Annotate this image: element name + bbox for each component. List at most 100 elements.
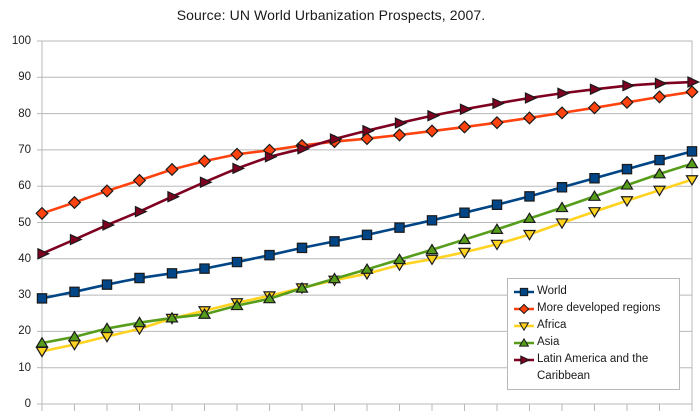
data-point-africa (35, 346, 49, 358)
data-point-world (166, 268, 178, 279)
square-marker-icon (514, 287, 534, 296)
data-point-latin-america-and-the-caribbean (394, 117, 408, 129)
data-point-asia (685, 157, 699, 169)
legend-item-africa: Africa (513, 317, 674, 334)
data-point-asia (360, 262, 374, 274)
data-point-world (686, 146, 698, 157)
data-point-world (361, 229, 373, 241)
data-point-africa (555, 218, 569, 230)
data-point-africa (522, 229, 537, 241)
data-point-latin-america-and-the-caribbean (167, 190, 181, 203)
data-point-latin-america-and-the-caribbean (232, 162, 246, 175)
data-point-world (621, 163, 633, 175)
data-point-more-developed-regions (457, 120, 472, 134)
data-point-asia (67, 330, 82, 342)
data-point-asia (35, 336, 49, 348)
data-point-latin-america-and-the-caribbean (492, 97, 506, 110)
diamond-marker-icon (514, 303, 534, 314)
data-point-more-developed-regions (490, 116, 504, 130)
data-point-asia (197, 307, 212, 319)
data-point-africa (490, 239, 504, 251)
data-point-world (296, 242, 308, 254)
legend-item-label: Latin America and the Caribbean (537, 353, 649, 382)
data-point-africa (457, 247, 472, 259)
data-point-latin-america-and-the-caribbean (134, 205, 148, 218)
data-point-latin-america-and-the-caribbean (427, 109, 441, 122)
data-point-more-developed-regions (100, 184, 114, 198)
y-axis-tick-label: 90 (18, 71, 31, 84)
data-point-world (264, 249, 275, 261)
data-point-latin-america-and-the-caribbean (362, 124, 376, 137)
data-point-world (654, 154, 665, 166)
data-point-more-developed-regions (230, 147, 244, 161)
data-point-world (491, 199, 503, 210)
data-point-more-developed-regions (132, 173, 147, 188)
data-point-world (589, 172, 600, 184)
data-point-latin-america-and-the-caribbean (102, 219, 116, 231)
data-point-latin-america-and-the-caribbean (459, 103, 473, 116)
data-point-asia (522, 212, 537, 224)
y-axis-tick-label: 80 (18, 107, 31, 120)
data-point-latin-america-and-the-caribbean (37, 247, 51, 260)
data-point-world (394, 222, 405, 233)
data-point-latin-america-and-the-caribbean (297, 142, 311, 155)
legend-item-latin-america-and-the-caribbean: Latin America and the Caribbean (513, 351, 674, 385)
data-point-more-developed-regions (360, 131, 374, 146)
data-point-asia (587, 189, 602, 201)
data-point-asia (165, 311, 179, 323)
data-point-africa (652, 185, 667, 197)
data-point-world (69, 286, 80, 298)
data-point-world (199, 263, 210, 274)
legend-item-label: World (537, 285, 567, 297)
data-point-more-developed-regions (587, 101, 602, 115)
data-point-latin-america-and-the-caribbean (557, 87, 571, 100)
data-point-more-developed-regions (555, 106, 569, 120)
legend-item-more-developed-regions: More developed regions (513, 300, 674, 317)
legend-item-label: Asia (537, 336, 560, 348)
data-point-latin-america-and-the-caribbean (329, 133, 343, 145)
data-point-latin-america-and-the-caribbean (654, 77, 668, 90)
data-point-latin-america-and-the-caribbean (622, 79, 636, 92)
triangle-up-marker-icon (514, 337, 534, 347)
data-point-asia (132, 316, 147, 328)
data-point-more-developed-regions (67, 195, 82, 210)
triangle-down-marker-icon (514, 321, 534, 331)
y-axis-tick-label: 30 (18, 289, 31, 302)
data-point-world (524, 191, 535, 202)
legend-item-asia: Asia (513, 334, 674, 351)
data-point-more-developed-regions (652, 90, 667, 104)
data-point-africa (425, 254, 439, 266)
data-point-world (134, 272, 145, 284)
legend-item-world: World (513, 283, 674, 300)
data-point-asia (295, 281, 309, 293)
arrow-right-marker-icon (514, 354, 534, 365)
data-point-more-developed-regions (620, 95, 634, 109)
data-point-asia (327, 272, 342, 284)
data-point-asia (392, 253, 407, 265)
y-axis-tick-label: 0 (24, 398, 31, 410)
y-axis-tick-label: 10 (18, 361, 31, 374)
data-point-africa (620, 196, 634, 208)
data-point-asia (100, 322, 114, 334)
data-point-latin-america-and-the-caribbean (199, 176, 213, 189)
data-point-latin-america-and-the-caribbean (524, 92, 538, 104)
data-point-world (36, 293, 48, 304)
data-point-latin-america-and-the-caribbean (264, 150, 278, 163)
data-point-asia (457, 233, 472, 245)
y-axis-tick-label: 50 (18, 216, 31, 229)
y-axis-tick-label: 60 (18, 180, 31, 193)
y-axis-tick-label: 40 (18, 252, 31, 265)
data-point-world (231, 256, 243, 268)
y-axis-tick-label: 20 (18, 325, 31, 338)
data-point-more-developed-regions (685, 85, 699, 99)
data-point-world (101, 279, 113, 290)
data-point-world (426, 215, 438, 226)
y-axis-tick-label: 100 (11, 35, 31, 47)
data-point-asia (262, 292, 277, 304)
data-point-africa (685, 175, 699, 187)
data-point-latin-america-and-the-caribbean (687, 76, 700, 88)
data-point-asia (425, 243, 439, 255)
data-point-asia (620, 178, 634, 190)
